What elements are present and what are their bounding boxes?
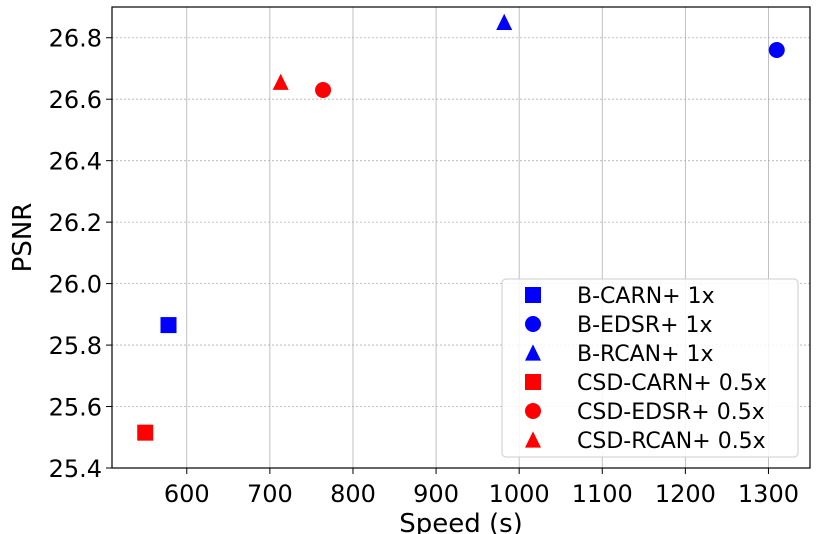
legend-label: B-CARN+ 1x <box>577 284 715 309</box>
legend-marker-square <box>525 287 541 303</box>
data-point-triangle <box>272 73 289 90</box>
data-point-circle <box>768 42 785 59</box>
legend: B-CARN+ 1x B-EDSR+ 1x B-RCAN+ 1x CSD-CARN+ … <box>501 278 799 458</box>
y-axis-ticks: 25.4 25.6 25.8 26.0 26.2 26.4 26.6 26.8 <box>49 25 112 483</box>
legend-label: CSD-CARN+ 0.5x <box>577 371 767 396</box>
y-tick-label: 26.2 <box>49 209 102 237</box>
plot-frame <box>111 6 811 469</box>
legend-marker-circle <box>525 403 541 419</box>
legend-label: B-EDSR+ 1x <box>577 313 713 338</box>
x-tick-label: 1000 <box>489 480 550 508</box>
legend-marker-circle <box>525 316 541 332</box>
y-tick-label: 26.8 <box>49 25 102 53</box>
data-point-circle <box>315 81 332 98</box>
x-tick-label: 1200 <box>655 480 716 508</box>
legend-marker-triangle <box>525 344 541 361</box>
grid-lines <box>112 7 810 469</box>
legend-label: B-RCAN+ 1x <box>577 342 714 367</box>
data-point-square <box>160 317 177 334</box>
y-tick-label: 26.4 <box>49 148 102 176</box>
y-tick-label: 25.8 <box>49 332 102 360</box>
x-tick-label: 900 <box>413 480 459 508</box>
data-points <box>137 13 785 441</box>
x-tick-label: 800 <box>330 480 376 508</box>
y-axis-label: PSNR <box>8 203 38 273</box>
data-point-square <box>137 424 154 441</box>
data-point-triangle <box>496 13 513 30</box>
x-axis-label: Speed (s) <box>399 509 523 534</box>
x-tick-label: 700 <box>247 480 293 508</box>
x-tick-label: 1300 <box>738 480 799 508</box>
legend-box <box>501 278 799 458</box>
y-tick-label: 25.4 <box>49 455 102 483</box>
legend-label: CSD-EDSR+ 0.5x <box>577 400 765 425</box>
y-tick-label: 26.0 <box>49 271 102 299</box>
x-axis-ticks: 600 700 800 900 1000 1100 1200 1300 <box>164 468 799 508</box>
legend-label: CSD-RCAN+ 0.5x <box>577 429 766 454</box>
legend-marker-square <box>525 374 541 390</box>
x-tick-label: 600 <box>164 480 210 508</box>
legend-marker-triangle <box>525 431 541 448</box>
x-tick-label: 1100 <box>572 480 633 508</box>
y-tick-label: 25.6 <box>49 394 102 422</box>
y-tick-label: 26.6 <box>49 86 102 114</box>
